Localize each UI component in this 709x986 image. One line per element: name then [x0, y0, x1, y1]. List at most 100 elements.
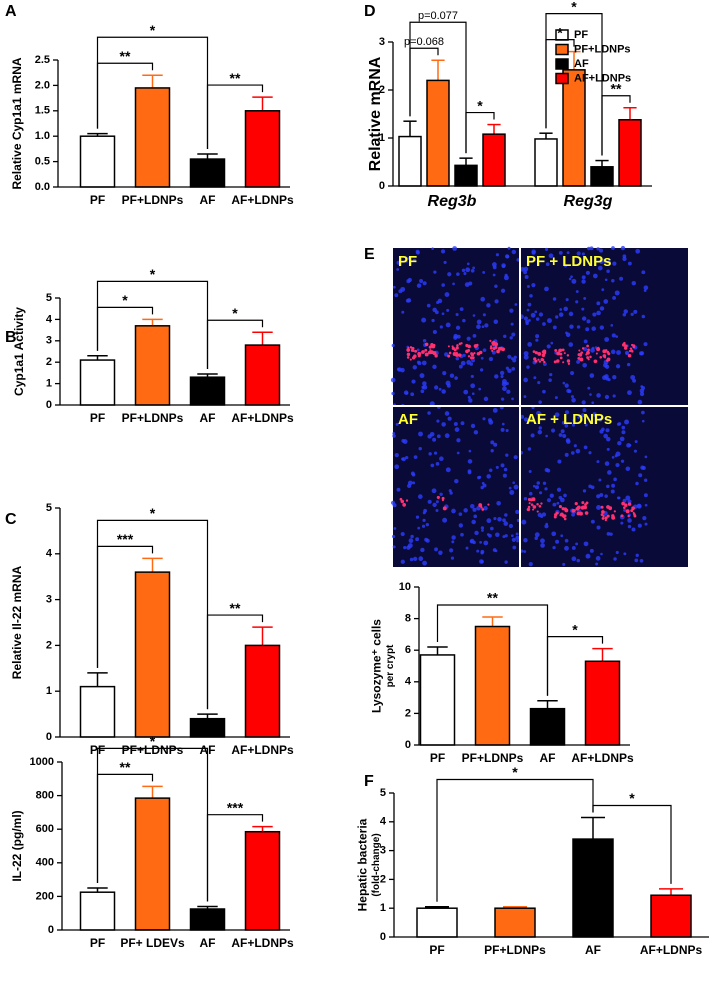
bar — [79, 891, 116, 931]
nucleus — [536, 410, 541, 416]
nucleus — [570, 275, 573, 279]
nucleus — [523, 270, 527, 275]
nucleus — [556, 501, 560, 505]
nucleus — [449, 373, 455, 378]
nucleus — [466, 360, 472, 365]
nucleus — [620, 459, 625, 463]
granule — [467, 355, 471, 358]
granule — [532, 505, 537, 509]
nucleus — [392, 432, 396, 435]
nucleus — [454, 478, 459, 484]
granule — [624, 504, 628, 507]
nucleus — [431, 318, 435, 323]
significance-label: * — [477, 97, 483, 113]
bar — [134, 571, 171, 738]
nucleus — [611, 483, 616, 488]
nucleus — [582, 362, 587, 368]
nucleus — [619, 436, 625, 442]
significance-label: * — [150, 22, 156, 38]
significance-label: * — [150, 733, 156, 749]
nucleus — [481, 481, 485, 485]
nucleus — [496, 500, 501, 506]
significance-bracket — [96, 747, 209, 902]
significance-label: ** — [230, 70, 241, 86]
granule — [538, 504, 542, 508]
granule — [406, 348, 411, 352]
nucleus — [546, 498, 552, 503]
nucleus — [544, 524, 549, 529]
nucleus — [479, 368, 484, 372]
nucleus — [500, 463, 505, 468]
nucleus — [571, 397, 576, 403]
nucleus — [458, 364, 463, 369]
nucleus — [447, 416, 452, 421]
nucleus — [627, 499, 632, 504]
significance-label: *** — [227, 799, 244, 815]
y-tick-label: 200 — [36, 890, 54, 902]
nucleus — [596, 460, 600, 464]
granule — [491, 341, 495, 345]
nucleus — [460, 421, 465, 426]
nucleus — [511, 332, 516, 337]
nucleus — [637, 523, 642, 528]
nucleus — [552, 297, 557, 301]
nucleus — [513, 355, 517, 359]
nucleus — [471, 392, 475, 396]
granule — [534, 351, 538, 355]
granule — [414, 349, 418, 353]
nucleus — [444, 292, 450, 298]
nucleus — [394, 452, 399, 458]
granule — [540, 502, 543, 505]
nucleus — [439, 325, 443, 329]
nucleus — [557, 459, 562, 464]
nucleus — [472, 507, 477, 512]
nucleus — [480, 526, 485, 530]
nucleus — [573, 444, 577, 448]
nucleus — [601, 288, 605, 292]
nucleus — [434, 547, 438, 552]
nucleus — [585, 327, 590, 332]
nucleus — [493, 442, 498, 447]
x-tick-label: AF — [585, 943, 601, 957]
nucleus — [451, 535, 456, 540]
nucleus — [486, 518, 492, 524]
bar — [494, 907, 536, 938]
nucleus — [533, 376, 537, 380]
nucleus — [391, 343, 395, 348]
y-tick-label: 1 — [380, 902, 386, 914]
granule — [537, 358, 540, 361]
granule — [554, 348, 558, 352]
y-tick-label: 4 — [46, 548, 53, 560]
nucleus — [490, 526, 494, 531]
nucleus — [476, 324, 481, 330]
nucleus — [412, 258, 417, 262]
granule — [559, 356, 563, 360]
nucleus — [508, 486, 512, 490]
nucleus — [470, 423, 476, 429]
nucleus — [422, 339, 427, 343]
nucleus — [432, 364, 437, 370]
granule — [473, 352, 476, 355]
nucleus — [493, 319, 499, 325]
bar — [454, 164, 478, 187]
nucleus — [465, 546, 469, 550]
nucleus — [455, 356, 460, 361]
nucleus — [551, 531, 557, 537]
nucleus — [460, 532, 464, 537]
nucleus — [537, 429, 543, 435]
nucleus — [605, 428, 610, 433]
nucleus — [403, 545, 407, 550]
nucleus — [504, 513, 508, 517]
nucleus — [577, 416, 580, 419]
nucleus — [544, 487, 548, 491]
nucleus — [581, 307, 585, 311]
nucleus — [597, 265, 603, 271]
nucleus — [631, 281, 636, 286]
granule — [402, 503, 407, 507]
nucleus — [503, 467, 508, 472]
nucleus — [418, 446, 422, 451]
nucleus — [509, 308, 514, 313]
nucleus — [562, 434, 567, 439]
nucleus — [627, 524, 632, 529]
nucleus — [604, 364, 610, 369]
